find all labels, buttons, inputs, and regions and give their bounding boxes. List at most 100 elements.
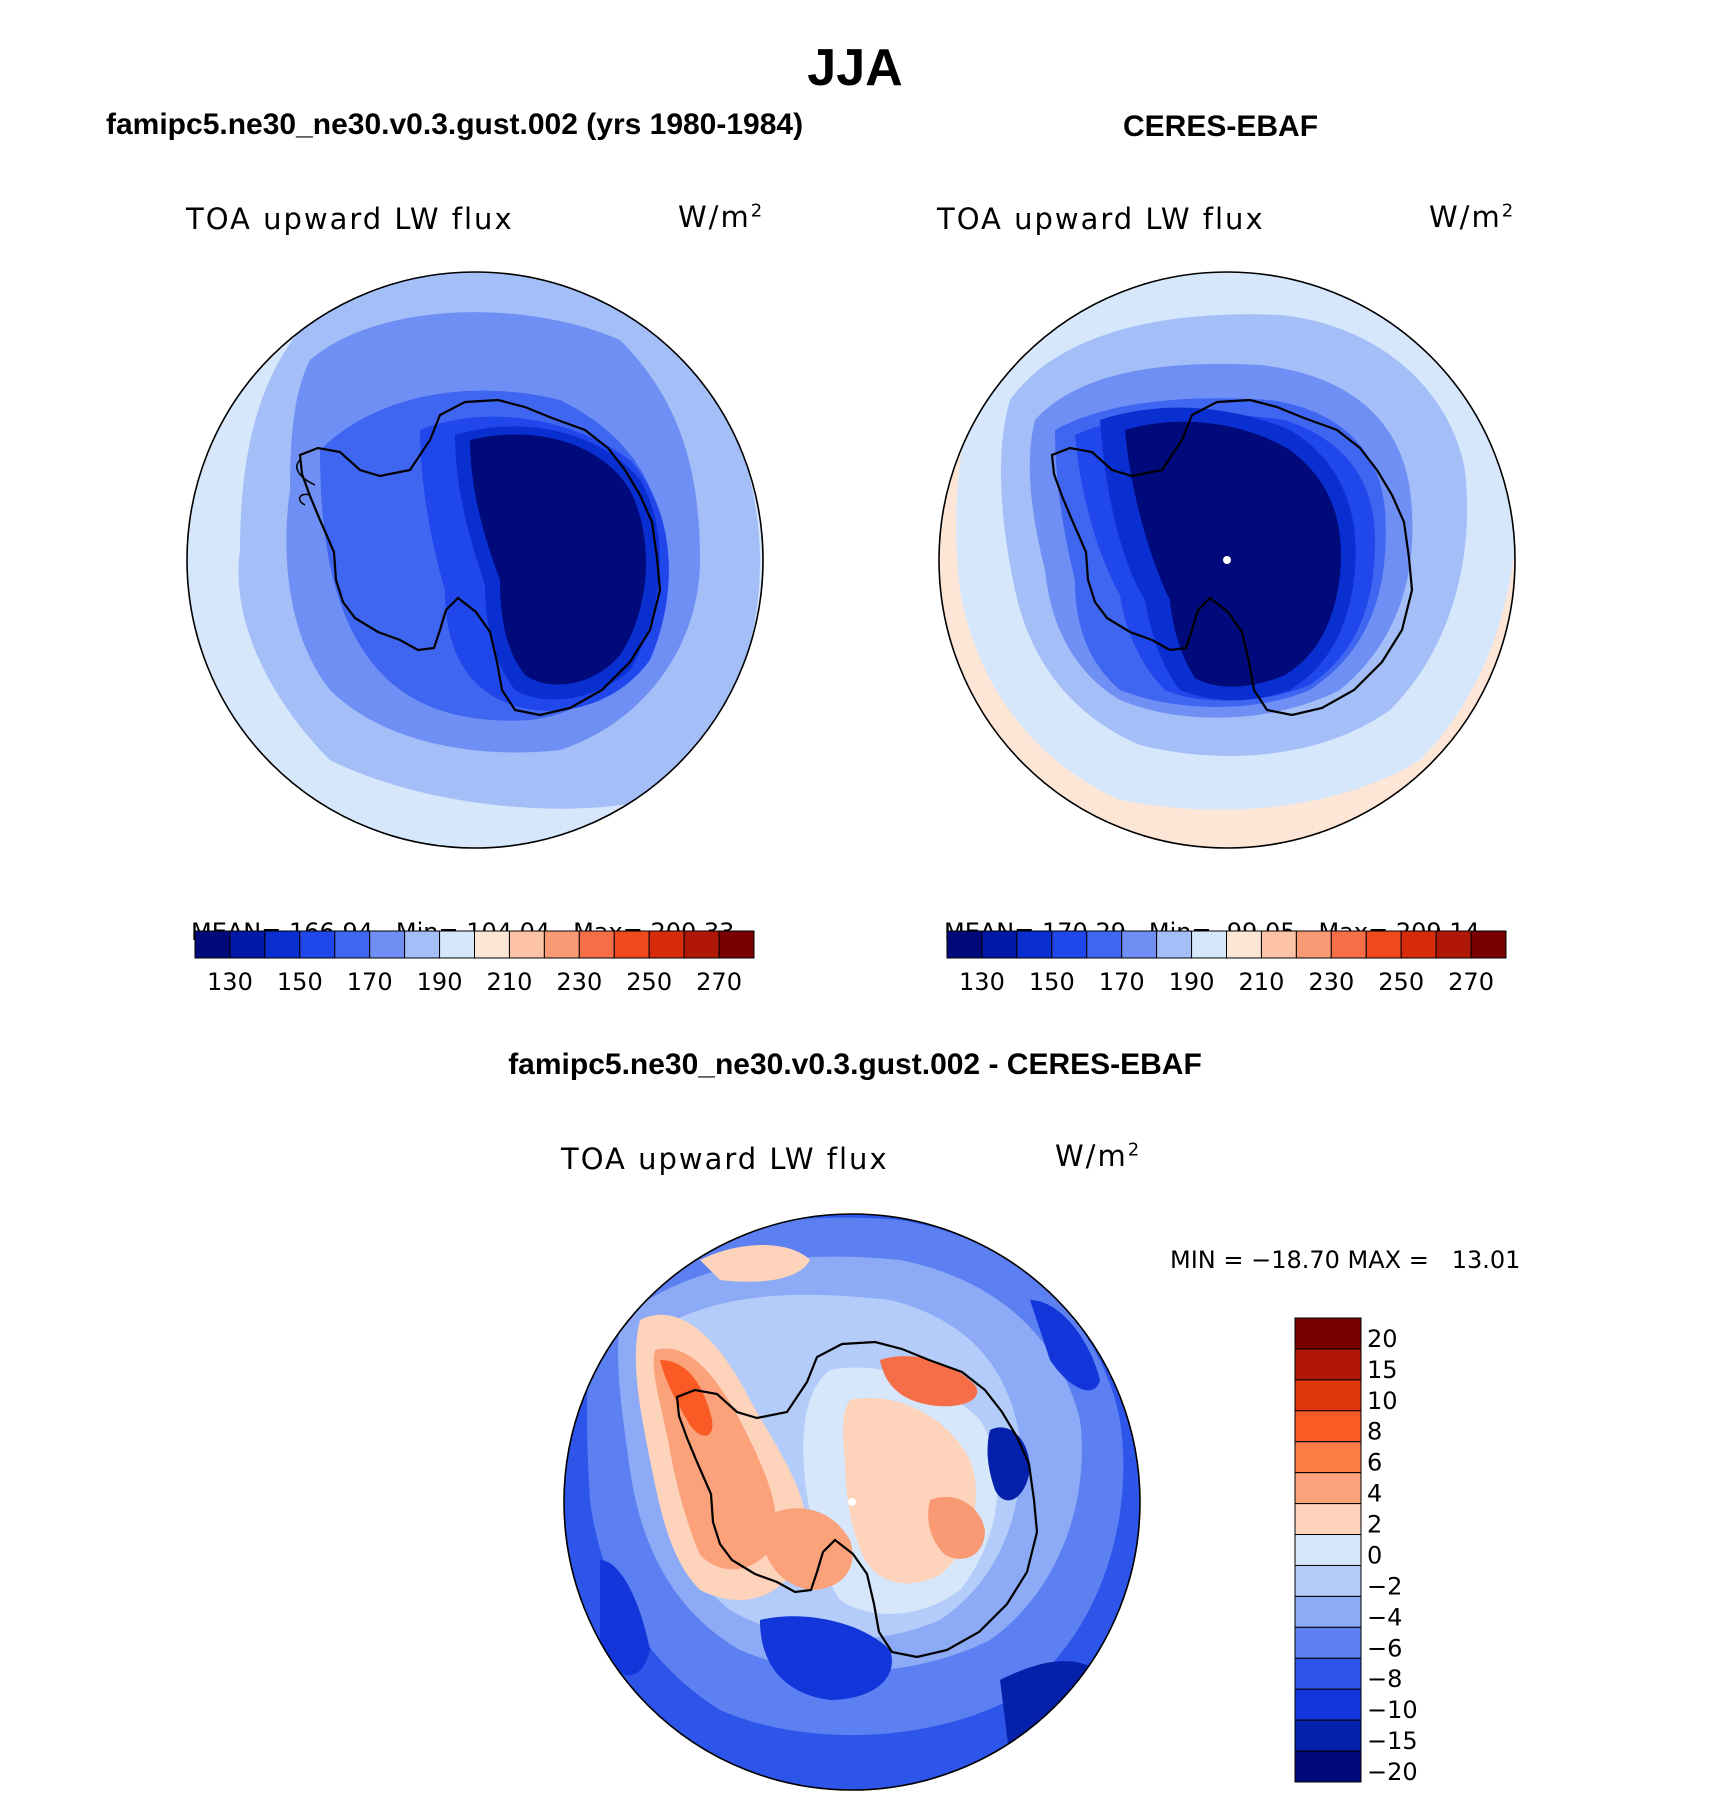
- colorbar-box: [543, 930, 580, 959]
- colorbar-tick-label: −4: [1367, 1603, 1402, 1631]
- colorbar-box: [1191, 930, 1227, 959]
- colorbar-tick-label: −8: [1367, 1665, 1402, 1693]
- colorbar-tick-label: 6: [1367, 1449, 1382, 1477]
- colorbar-tick-label: −10: [1367, 1696, 1418, 1724]
- panel-right-heading: CERES-EBAF: [1123, 110, 1319, 143]
- colorbar-tick-label: 250: [626, 968, 672, 996]
- colorbar-box: [1294, 1626, 1362, 1659]
- diff-heading: famipc5.ne30_ne30.v0.3.gust.002 - CERES-…: [508, 1048, 1202, 1081]
- colorbar-tick-label: 20: [1367, 1325, 1398, 1353]
- diff-minmax: MIN = −18.70 MAX = 13.01: [1170, 1246, 1521, 1274]
- colorbar-difference: 20 15 10 8 6 4 20 −2 −4 −6 −8 −10 −15 −20: [1294, 1317, 1418, 1786]
- colorbar-tick-label: −2: [1367, 1572, 1402, 1600]
- colorbar-box: [1294, 1750, 1362, 1783]
- coastline-left: [298, 398, 662, 717]
- units-exponent: 2: [1501, 200, 1516, 222]
- colorbar-box: [439, 930, 475, 959]
- colorbar-box: [1294, 1472, 1362, 1505]
- colorbar-box: [1470, 930, 1507, 959]
- panel-right-units: W/m2: [1429, 200, 1515, 234]
- colorbar-box: [1121, 930, 1158, 959]
- ceres-polar-map: [938, 271, 1516, 849]
- colorbar-box: [1051, 930, 1088, 959]
- colorbar-tick-label: 0: [1367, 1541, 1382, 1569]
- pole-marker: [1223, 556, 1231, 564]
- units-exponent: 2: [750, 200, 765, 222]
- colorbar-box: [229, 930, 266, 959]
- colorbar-tick-label: 170: [1099, 968, 1145, 996]
- colorbar-box: [264, 930, 301, 959]
- colorbar-box: [1086, 930, 1123, 959]
- map-border-right: [938, 271, 1516, 849]
- colorbar-box: [1400, 930, 1437, 959]
- colorbar-box: [1295, 930, 1332, 959]
- units-text: W/m: [1429, 200, 1502, 234]
- colorbar-box: [1294, 1410, 1362, 1443]
- panel-left-heading: famipc5.ne30_ne30.v0.3.gust.002 (yrs 198…: [106, 108, 804, 141]
- colorbar-box: [369, 930, 406, 959]
- colorbar-tick-label: 4: [1367, 1480, 1382, 1508]
- units-text: W/m: [678, 200, 751, 234]
- colorbar-box: [1294, 1534, 1362, 1566]
- colorbar-tick-label: −20: [1367, 1758, 1418, 1786]
- units-text: W/m: [1055, 1139, 1128, 1173]
- coastline-right: [1050, 398, 1414, 717]
- colorbar-box: [1294, 1595, 1362, 1628]
- colorbar-box: [334, 930, 371, 959]
- figure-title: JJA: [807, 39, 903, 97]
- colorbar-box: [474, 930, 510, 959]
- diff-variable: TOA upward LW flux: [561, 1142, 889, 1176]
- colorbar-tick-label: 15: [1367, 1356, 1398, 1384]
- colorbar-box: [1016, 930, 1053, 959]
- colorbar-box: [299, 930, 336, 959]
- colorbar-tick-label: 210: [487, 968, 533, 996]
- colorbar-box: [1330, 930, 1367, 959]
- colorbar-tick-label: 190: [417, 968, 463, 996]
- colorbar-right: 130 150 170 190 210 230 250 270: [946, 930, 1507, 996]
- colorbar-box: [648, 930, 685, 959]
- colorbar-tick-label: 250: [1378, 968, 1424, 996]
- colorbar-tick-label: 2: [1367, 1511, 1382, 1539]
- colorbar-tick-label: −6: [1367, 1634, 1402, 1662]
- colorbar-box: [613, 930, 650, 959]
- diff-units: W/m2: [1055, 1139, 1141, 1173]
- colorbar-box: [1294, 1657, 1362, 1690]
- colorbar-box: [1294, 1441, 1362, 1474]
- colorbar-box: [718, 930, 755, 959]
- colorbar-tick-label: 270: [1448, 968, 1494, 996]
- coastline-diff: [675, 1340, 1039, 1659]
- panel-left-units: W/m2: [678, 200, 764, 234]
- colorbar-box: [194, 930, 231, 959]
- colorbar-tick-label: 210: [1239, 968, 1285, 996]
- colorbar-box: [981, 930, 1018, 959]
- colorbar-box: [508, 930, 545, 959]
- pole-marker: [848, 1498, 856, 1506]
- colorbar-box: [1365, 930, 1402, 959]
- colorbar-box: [1260, 930, 1297, 959]
- panel-right-variable: TOA upward LW flux: [937, 202, 1265, 236]
- colorbar-tick-label: 270: [696, 968, 742, 996]
- colorbar-tick-label: −15: [1367, 1727, 1418, 1755]
- panel-left-variable: TOA upward LW flux: [186, 202, 514, 236]
- colorbar-box: [1294, 1348, 1362, 1381]
- colorbar-box: [683, 930, 720, 959]
- colorbar-box: [1294, 1503, 1362, 1536]
- colorbar-tick-label: 150: [277, 968, 323, 996]
- colorbar-box: [1226, 930, 1262, 959]
- colorbar-box: [1156, 930, 1193, 959]
- colorbar-tick-label: 10: [1367, 1387, 1398, 1415]
- colorbar-box: [1435, 930, 1472, 959]
- units-exponent: 2: [1127, 1139, 1142, 1161]
- colorbar-left: 130 150 170 190 210 230 250 270: [194, 930, 755, 996]
- colorbar-tick-label: 130: [207, 968, 253, 996]
- colorbar-tick-label: 190: [1169, 968, 1215, 996]
- colorbar-box: [1294, 1564, 1362, 1597]
- difference-polar-map: [563, 1213, 1141, 1791]
- colorbar-box: [1294, 1719, 1362, 1752]
- colorbar-tick-label: 170: [347, 968, 393, 996]
- colorbar-box: [578, 930, 615, 959]
- colorbar-box: [404, 930, 441, 959]
- colorbar-box: [1294, 1317, 1362, 1350]
- colorbar-tick-label: 230: [1308, 968, 1354, 996]
- map-border-left: [186, 271, 764, 849]
